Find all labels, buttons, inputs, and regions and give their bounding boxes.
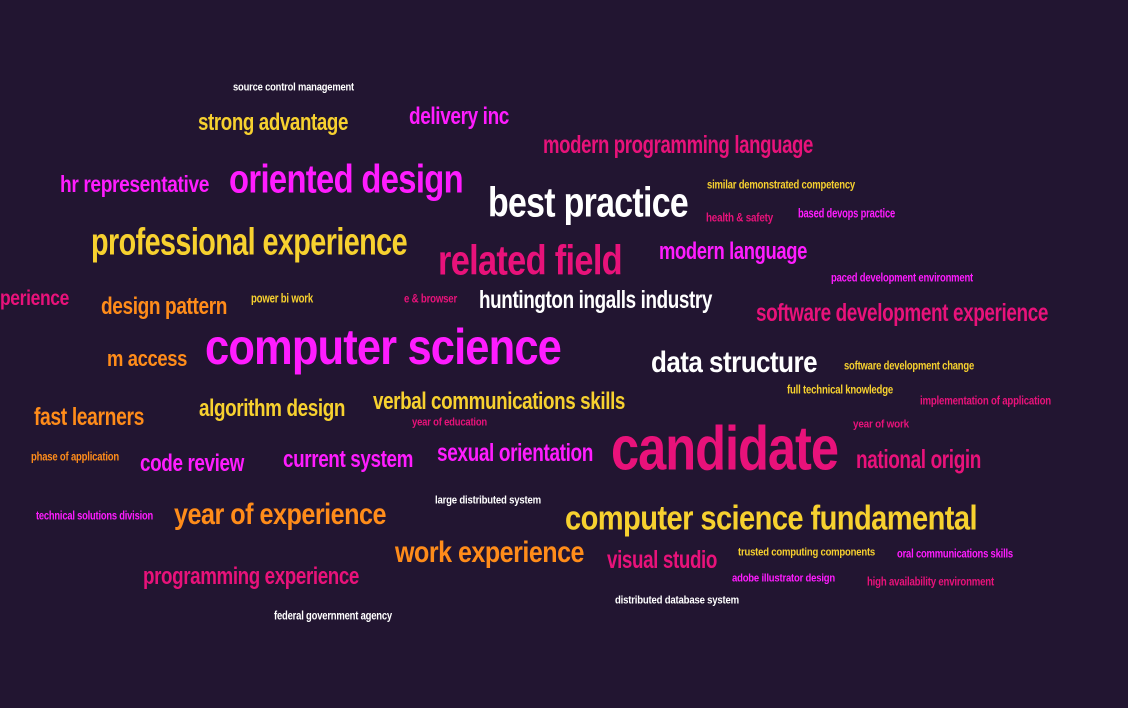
word-cloud-term: professional experience [91, 219, 408, 264]
word-cloud-term: paced development environment [831, 271, 973, 285]
word-cloud-term: modern programming language [543, 130, 814, 160]
word-cloud-term: year of education [412, 416, 488, 429]
word-cloud-term: software development change [844, 359, 974, 373]
word-cloud-term: data structure [651, 345, 818, 380]
word-cloud-term: phase of application [31, 450, 119, 464]
word-cloud-term: year of experience [174, 497, 387, 532]
word-cloud-term: oral communications skills [897, 547, 1013, 561]
word-cloud-term: distributed database system [615, 594, 740, 607]
word-cloud-term: code review [140, 448, 245, 477]
word-cloud-term: design pattern [101, 291, 228, 320]
word-cloud-term: high availability environment [867, 575, 995, 589]
word-cloud-term: programming experience [143, 561, 360, 590]
word-cloud-term: year of work [853, 418, 909, 431]
word-cloud-term: trusted computing components [738, 546, 876, 559]
word-cloud-term: full technical knowledge [787, 383, 893, 397]
word-cloud-term: sexual orientation [437, 438, 593, 468]
word-cloud-term: oriented design [229, 157, 464, 203]
word-cloud-term: national origin [856, 445, 982, 475]
word-cloud-term: verbal communications skills [373, 386, 626, 415]
word-cloud-term: federal government agency [274, 609, 392, 623]
word-cloud-term: algorithm design [199, 393, 346, 422]
word-cloud-term: adobe illustrator design [732, 572, 835, 585]
word-cloud-term: power bi work [251, 290, 313, 306]
word-cloud-term: large distributed system [435, 494, 541, 507]
word-cloud-term: computer science fundamental [565, 498, 978, 537]
word-cloud-term: visual studio [607, 545, 718, 575]
word-cloud-term: fast learners [34, 402, 144, 432]
word-cloud-term: best practice [488, 179, 689, 227]
word-cloud-term: computer science [205, 319, 562, 376]
word-cloud-term: strong advantage [198, 107, 348, 136]
word-cloud-term: source control management [233, 81, 354, 94]
word-cloud-term: m access [107, 346, 187, 372]
word-cloud-term: current system [283, 444, 413, 473]
word-cloud-term: health & safety [706, 211, 774, 225]
word-cloud-term: software development experience [756, 298, 1049, 328]
word-cloud-term: based devops practice [798, 205, 896, 221]
word-cloud-term: technical solutions division [36, 509, 154, 523]
word-cloud-term: similar demonstrated competency [707, 178, 856, 192]
word-cloud-term: e & browser [404, 292, 458, 306]
word-cloud-term: work experience [395, 535, 585, 570]
word-cloud-term: modern language [659, 236, 808, 265]
word-cloud-term: related field [438, 237, 623, 285]
word-cloud-term: hr representative [60, 170, 210, 198]
word-cloud-term: implementation of application [920, 394, 1051, 408]
word-cloud-term: huntington ingalls industry [479, 285, 712, 315]
word-cloud-term: perience [0, 286, 69, 311]
word-cloud-term: delivery inc [409, 101, 509, 130]
word-cloud-term: candidate [611, 414, 839, 484]
